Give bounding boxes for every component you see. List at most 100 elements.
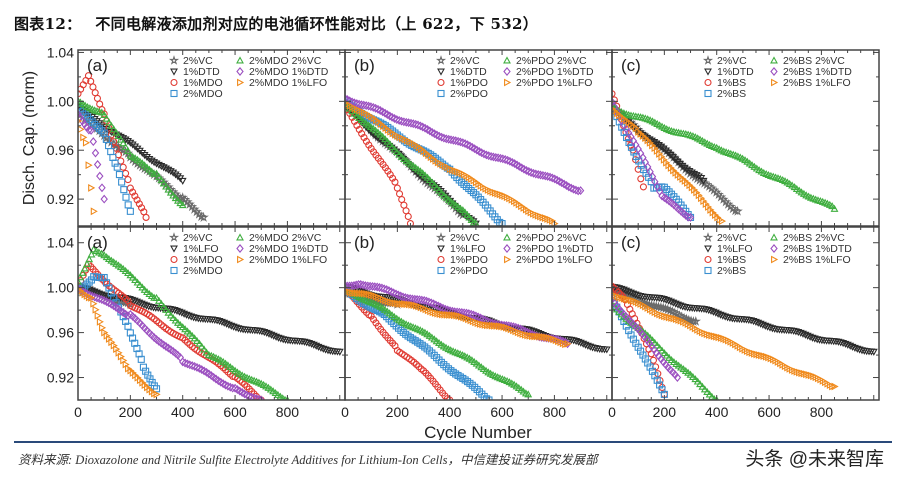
data-point — [546, 172, 554, 182]
data-point — [794, 329, 803, 337]
data-point — [131, 192, 139, 200]
data-point — [380, 139, 389, 147]
legend-symbol — [236, 233, 244, 241]
data-point — [157, 299, 166, 307]
data-point — [126, 139, 135, 147]
data-point — [721, 313, 730, 321]
legend-label: 2%PDO 2%VC — [516, 55, 587, 67]
data-point — [154, 296, 163, 304]
data-point — [87, 125, 95, 135]
data-point — [443, 395, 451, 400]
data-point — [152, 169, 161, 177]
data-point — [359, 280, 367, 290]
legend-symbol — [237, 255, 245, 264]
data-point — [78, 90, 82, 98]
data-point — [88, 291, 97, 301]
data-point — [716, 311, 725, 319]
data-point — [124, 138, 132, 146]
data-point — [190, 334, 199, 342]
data-point — [442, 363, 450, 371]
data-point — [469, 189, 478, 197]
data-point — [135, 200, 143, 208]
data-point — [480, 149, 488, 159]
data-point — [392, 289, 400, 299]
watermark: 头条 @未来智库 — [745, 449, 884, 470]
data-point — [390, 114, 399, 123]
data-point — [830, 204, 839, 212]
legend-symbol — [437, 255, 445, 264]
legend-symbol — [704, 245, 712, 253]
legend-label: 1%LFO — [717, 243, 753, 255]
data-point — [427, 298, 435, 308]
data-point — [524, 390, 533, 398]
legend-label: 1%LFO — [183, 243, 219, 255]
data-point — [828, 202, 837, 210]
data-point — [99, 292, 108, 300]
data-point — [241, 380, 249, 388]
data-point — [409, 119, 418, 129]
data-point — [80, 133, 88, 142]
data-point — [88, 118, 96, 126]
data-point — [663, 185, 671, 194]
data-point — [428, 178, 437, 186]
y-tick-label: 0.96 — [47, 325, 74, 341]
data-point — [152, 385, 161, 393]
data-point — [831, 382, 839, 391]
data-point — [564, 339, 572, 348]
data-point — [215, 318, 224, 326]
data-point — [115, 171, 123, 179]
legend-symbol — [236, 244, 244, 253]
data-point — [631, 291, 640, 299]
legend-label: 1%DTD — [183, 66, 220, 78]
data-point — [703, 387, 712, 395]
data-point — [472, 311, 480, 321]
data-point — [392, 147, 401, 156]
data-point — [188, 331, 197, 339]
data-point — [224, 381, 232, 391]
data-point — [195, 339, 204, 347]
data-point — [473, 385, 481, 394]
data-point — [178, 177, 187, 185]
data-point — [702, 306, 711, 314]
data-point — [380, 284, 388, 294]
data-point — [758, 321, 767, 329]
data-point — [627, 331, 635, 339]
data-point — [454, 136, 462, 146]
data-point — [766, 324, 774, 332]
data-point — [662, 296, 671, 304]
data-point — [166, 188, 175, 196]
data-point — [626, 289, 635, 297]
data-point — [98, 183, 106, 193]
legend-label: 1%BS — [717, 254, 746, 266]
data-point — [429, 299, 438, 309]
data-point — [96, 317, 104, 326]
data-point — [232, 324, 240, 332]
data-point — [393, 184, 401, 192]
data-point — [365, 141, 373, 149]
data-point — [806, 333, 815, 341]
data-point — [425, 297, 433, 307]
legend-symbol — [435, 55, 447, 65]
legend-symbol — [503, 244, 511, 253]
data-point — [224, 321, 233, 329]
legend-label: 2%VC — [183, 55, 213, 67]
data-point — [357, 100, 366, 110]
data-point — [419, 367, 428, 375]
data-point — [247, 392, 256, 400]
data-point — [442, 134, 451, 144]
legend-symbol — [236, 56, 244, 64]
data-point — [88, 183, 96, 192]
data-point — [714, 310, 723, 318]
data-point — [93, 160, 102, 169]
data-point — [171, 171, 180, 179]
data-point — [425, 175, 434, 184]
data-point — [274, 334, 283, 342]
data-point — [660, 183, 668, 191]
data-point — [135, 280, 144, 289]
legend-symbol — [704, 78, 712, 87]
data-point — [583, 342, 592, 350]
data-point — [644, 359, 652, 367]
data-point — [472, 191, 480, 199]
data-point — [382, 285, 391, 295]
legend-label: 2%MDO 1%DTD — [249, 66, 329, 78]
